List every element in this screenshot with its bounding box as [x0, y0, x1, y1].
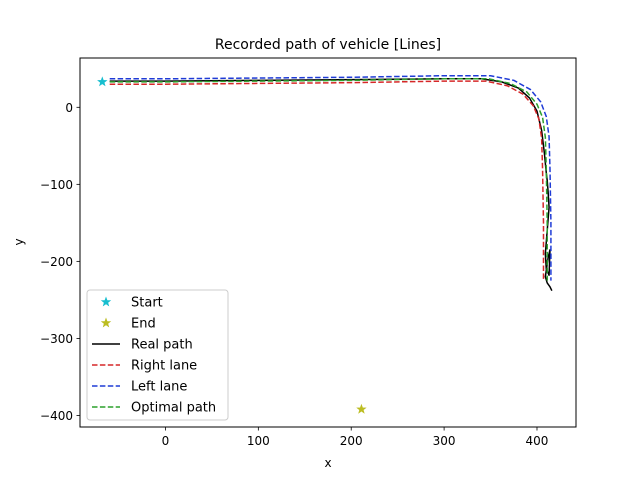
x-tick-label: 300: [433, 434, 456, 448]
start-marker: [97, 76, 108, 87]
legend-right-lane-label: Right lane: [131, 359, 197, 374]
legend-left-lane-label: Left lane: [131, 380, 187, 395]
legend-start-label: Start: [131, 296, 163, 311]
y-axis-label: y: [12, 238, 26, 245]
series-optimal-path: [109, 78, 548, 281]
legend-end-label: End: [131, 317, 156, 332]
legend-end-symbol: [100, 317, 112, 328]
y-tick-label: −400: [40, 409, 73, 423]
x-tick-label: 0: [162, 434, 170, 448]
series-real-path: [109, 78, 553, 291]
series-right-lane: [109, 80, 545, 281]
end-marker: [356, 403, 367, 414]
legend: Start End Real path Right lane Left lane Opti…: [86, 289, 229, 421]
y-tick-label: −100: [40, 178, 73, 192]
x-tick-label: 400: [526, 434, 549, 448]
chart-title: Recorded path of vehicle [Lines]: [215, 37, 441, 53]
legend-real-path-label: Real path: [131, 338, 193, 353]
legend-box: [86, 289, 229, 421]
x-tick-label: 200: [340, 434, 363, 448]
x-axis-label: x: [324, 456, 331, 470]
legend-start-symbol: [100, 296, 112, 307]
y-tick-label: −300: [40, 332, 73, 346]
plot-frame: [79, 57, 577, 428]
plot-area: [97, 74, 553, 414]
y-tick-label: 0: [65, 101, 73, 115]
y-axis: 0 −100 −200 −300 −400: [40, 101, 80, 423]
y-tick-label: −200: [40, 255, 73, 269]
series-left-lane: [109, 74, 552, 281]
x-axis: 0 100 200 300 400: [162, 427, 549, 448]
x-tick-label: 100: [247, 434, 270, 448]
legend-optimal-path-label: Optimal path: [131, 401, 216, 416]
